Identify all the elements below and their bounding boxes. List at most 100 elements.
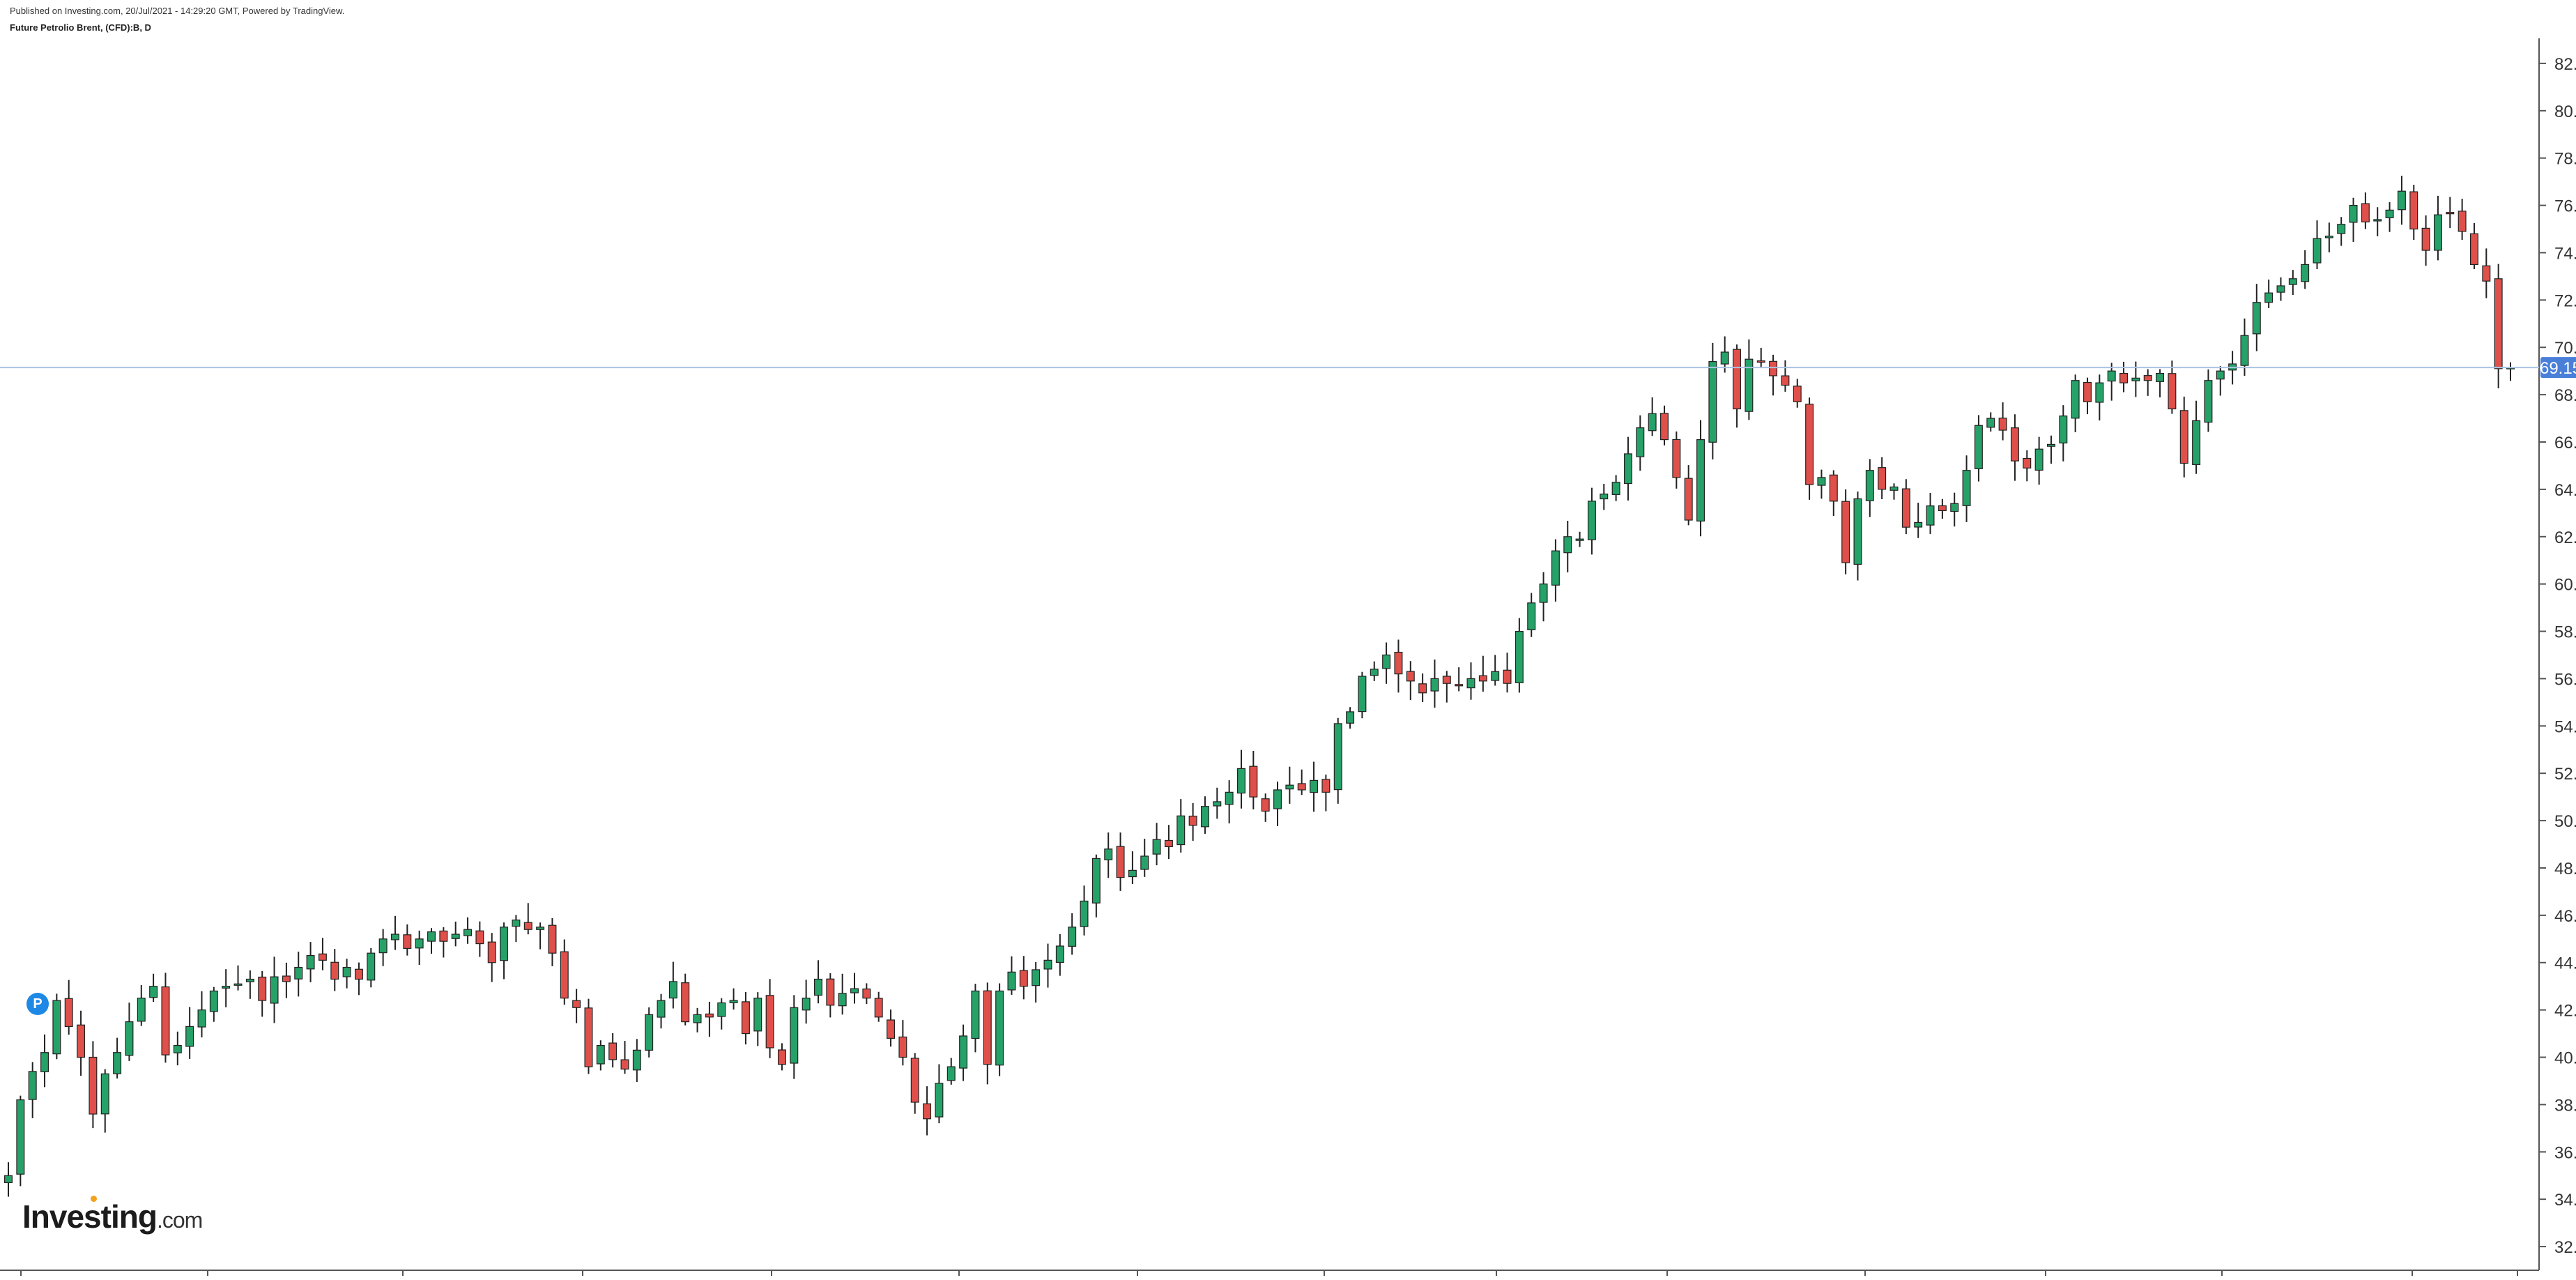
candle bbox=[2264, 280, 2274, 308]
candle-body-up bbox=[596, 1044, 605, 1065]
price-tick-label: 32.00 bbox=[2554, 1238, 2576, 1257]
candle bbox=[668, 961, 677, 1009]
candle bbox=[1043, 943, 1052, 988]
time-axis: GiuLugAgoSetOttNovDic2021FebMarAprMagGiu… bbox=[0, 1270, 2539, 1280]
candle bbox=[209, 986, 218, 1022]
candle-body-down bbox=[1938, 505, 1947, 512]
brand-name: Investing bbox=[22, 1198, 158, 1235]
candle-body-down bbox=[1164, 839, 1173, 848]
candle-body-up bbox=[500, 927, 509, 961]
candle-body-up bbox=[1551, 550, 1560, 586]
candle bbox=[354, 962, 363, 996]
candle bbox=[2458, 199, 2467, 241]
candle bbox=[125, 1003, 134, 1061]
candle bbox=[1853, 492, 1862, 581]
candle-body-up bbox=[1346, 711, 1355, 724]
candle bbox=[197, 991, 206, 1037]
candle bbox=[1986, 412, 1995, 432]
candle bbox=[1636, 415, 1645, 471]
candle-body-up bbox=[270, 976, 279, 1004]
candle bbox=[1793, 379, 1802, 408]
price-tick-label: 82.00 bbox=[2554, 55, 2576, 74]
candle bbox=[463, 917, 473, 944]
candle-body-down bbox=[1841, 501, 1850, 563]
price-tick-label: 58.00 bbox=[2554, 623, 2576, 642]
candle-body-up bbox=[1962, 470, 1971, 506]
price-tick-label: 36.00 bbox=[2554, 1143, 2576, 1162]
candle bbox=[2276, 277, 2285, 301]
candle-body-up bbox=[2252, 302, 2261, 335]
candle-body-up bbox=[717, 1002, 726, 1017]
candle-body-down bbox=[560, 951, 569, 999]
candle-body-down bbox=[1249, 765, 1258, 798]
candle bbox=[16, 1095, 25, 1187]
candle bbox=[596, 1040, 605, 1071]
candle-body-up bbox=[222, 986, 231, 989]
candle bbox=[1055, 934, 1064, 976]
candle bbox=[173, 1031, 182, 1066]
candle-body-up bbox=[390, 934, 399, 940]
candle bbox=[1478, 655, 1487, 692]
candle-body-up bbox=[367, 952, 376, 981]
symbol-title: Future Petrolio Brent, (CFD):B, D bbox=[10, 22, 151, 33]
candle bbox=[959, 1024, 968, 1081]
candle bbox=[814, 960, 822, 1004]
candle bbox=[1466, 662, 1475, 700]
price-tick-label: 54.00 bbox=[2554, 717, 2576, 736]
candle-body-up bbox=[113, 1052, 122, 1074]
candle-body-up bbox=[1333, 723, 1342, 791]
candle-body-down bbox=[2421, 227, 2430, 251]
candle bbox=[523, 903, 532, 935]
candle-body-up bbox=[40, 1052, 49, 1072]
candle bbox=[1720, 336, 1729, 373]
candle bbox=[923, 1086, 932, 1136]
candle bbox=[2313, 220, 2322, 270]
candle bbox=[1551, 539, 1560, 602]
candle bbox=[282, 962, 291, 998]
price-axis: 32.00 34.00 36.00 38.00 40.00 42.00 44.00 46.00… bbox=[2538, 38, 2576, 1270]
candle-body-down bbox=[898, 1036, 907, 1058]
candle-body-down bbox=[584, 1007, 593, 1067]
candle-body-up bbox=[1563, 536, 1572, 554]
candle-body-up bbox=[1491, 671, 1500, 681]
candle bbox=[1901, 479, 1910, 535]
candle-body-down bbox=[826, 978, 835, 1006]
candle-body-up bbox=[1055, 945, 1064, 963]
candle-body-up bbox=[1273, 789, 1282, 809]
price-tick-label: 44.00 bbox=[2554, 954, 2576, 973]
candle bbox=[850, 973, 859, 1004]
candle-body-up bbox=[1600, 494, 1609, 500]
candle bbox=[1032, 961, 1041, 1003]
candle bbox=[681, 973, 690, 1026]
candle-body-down bbox=[2458, 211, 2467, 232]
price-tick-label: 34.00 bbox=[2554, 1191, 2576, 1210]
candle bbox=[1660, 405, 1669, 445]
brand-suffix: .com bbox=[156, 1207, 203, 1233]
candle-body-up bbox=[415, 938, 424, 949]
candle-body-up bbox=[1865, 470, 1874, 501]
candle-body-down bbox=[2494, 278, 2503, 369]
price-tick-label: 80.00 bbox=[2554, 102, 2576, 121]
last-price-layer: 69.15 bbox=[0, 357, 2576, 378]
candle bbox=[1829, 470, 1838, 517]
candle-body-up bbox=[1817, 477, 1826, 486]
candle-body-down bbox=[1116, 846, 1125, 878]
candle-body-down bbox=[777, 1049, 786, 1065]
candle bbox=[2409, 184, 2418, 241]
candle bbox=[1962, 455, 1971, 522]
candle-body-up bbox=[1889, 486, 1899, 491]
candle-body-up bbox=[1152, 839, 1161, 855]
candle bbox=[2349, 197, 2358, 242]
candle-body-up bbox=[2034, 448, 2044, 471]
candle-body-up bbox=[729, 1000, 738, 1003]
candle bbox=[1623, 436, 1632, 501]
candle bbox=[64, 980, 73, 1035]
event-marker-p[interactable]: P bbox=[26, 993, 49, 1015]
price-tick-label: 48.00 bbox=[2554, 860, 2576, 878]
candle-body-up bbox=[2204, 380, 2213, 423]
candle-body-down bbox=[2143, 375, 2152, 381]
candle bbox=[1007, 956, 1016, 995]
candle-body-down bbox=[1684, 478, 1693, 521]
candle-body-down bbox=[765, 995, 774, 1049]
